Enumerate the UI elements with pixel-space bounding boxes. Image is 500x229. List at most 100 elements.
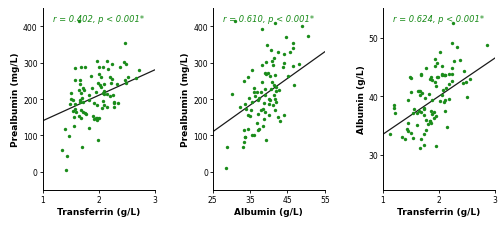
Point: [427, 76, 435, 80]
Point: [453, 46, 461, 49]
Point: [93, 117, 101, 120]
Point: [262, 44, 270, 48]
Point: [77, 109, 85, 112]
Point: [84, 94, 92, 97]
Point: [407, 76, 415, 80]
Point: [404, 99, 412, 102]
Point: [258, 125, 266, 129]
Point: [272, 108, 280, 112]
Point: [87, 75, 95, 79]
Text: r = 0.402, p < 0.001*: r = 0.402, p < 0.001*: [53, 15, 144, 24]
Point: [75, 115, 83, 119]
Point: [100, 93, 108, 97]
Point: [416, 146, 424, 150]
Point: [114, 102, 122, 106]
Point: [106, 95, 114, 98]
Point: [100, 90, 108, 93]
Point: [425, 92, 433, 96]
Point: [99, 92, 107, 95]
Point: [390, 107, 398, 110]
Point: [436, 51, 444, 55]
Point: [420, 113, 428, 117]
Point: [110, 100, 118, 104]
Point: [260, 107, 268, 111]
Point: [422, 118, 430, 122]
Point: [440, 74, 448, 78]
Point: [426, 119, 434, 123]
Point: [416, 94, 424, 98]
Point: [244, 114, 252, 117]
Y-axis label: Albumin (g/L): Albumin (g/L): [356, 65, 366, 134]
Point: [433, 76, 441, 80]
Point: [258, 28, 266, 32]
Point: [78, 91, 86, 95]
Point: [241, 135, 249, 139]
Point: [257, 109, 265, 112]
Point: [421, 97, 429, 101]
Point: [262, 73, 270, 77]
Point: [62, 168, 70, 172]
Point: [116, 66, 124, 69]
Point: [110, 106, 118, 109]
Point: [246, 115, 254, 119]
Point: [245, 97, 253, 101]
Text: B: B: [188, 0, 196, 2]
Point: [81, 112, 89, 116]
Point: [289, 65, 297, 69]
Point: [294, 63, 302, 67]
Point: [106, 76, 114, 80]
Point: [450, 60, 458, 64]
Point: [428, 99, 436, 102]
Point: [416, 110, 424, 114]
Point: [248, 134, 256, 137]
Point: [466, 78, 474, 81]
Point: [76, 79, 84, 83]
Point: [70, 124, 78, 128]
Point: [92, 118, 100, 122]
Point: [270, 98, 278, 101]
Point: [280, 114, 288, 118]
Point: [135, 69, 143, 73]
Point: [66, 97, 74, 101]
Point: [267, 88, 275, 92]
Point: [408, 131, 416, 135]
Point: [76, 98, 84, 102]
Point: [244, 76, 252, 80]
Point: [110, 93, 118, 97]
Point: [438, 94, 446, 97]
Point: [70, 116, 78, 120]
Point: [422, 129, 430, 133]
Point: [274, 50, 281, 54]
Point: [122, 63, 130, 67]
Point: [272, 22, 280, 26]
Point: [250, 90, 258, 94]
Point: [272, 101, 280, 104]
Point: [269, 64, 277, 68]
Point: [420, 133, 428, 137]
Point: [104, 93, 112, 97]
Point: [284, 75, 292, 78]
Point: [58, 149, 66, 153]
Point: [261, 72, 269, 75]
Point: [98, 76, 106, 79]
Point: [265, 103, 273, 106]
Point: [418, 92, 426, 95]
Point: [404, 130, 412, 134]
X-axis label: Albumin (g/L): Albumin (g/L): [234, 207, 303, 215]
Point: [424, 122, 432, 126]
Point: [260, 102, 268, 106]
Point: [255, 128, 263, 131]
Point: [78, 145, 86, 149]
Point: [261, 111, 269, 115]
Point: [482, 44, 490, 48]
Point: [272, 90, 280, 94]
Point: [438, 73, 446, 76]
Point: [112, 83, 120, 87]
Point: [251, 95, 259, 99]
Y-axis label: Prealbumin (mg/L): Prealbumin (mg/L): [11, 53, 20, 147]
Point: [71, 67, 79, 70]
Point: [88, 114, 96, 118]
Point: [426, 78, 434, 82]
Point: [442, 98, 450, 102]
Point: [458, 82, 466, 85]
